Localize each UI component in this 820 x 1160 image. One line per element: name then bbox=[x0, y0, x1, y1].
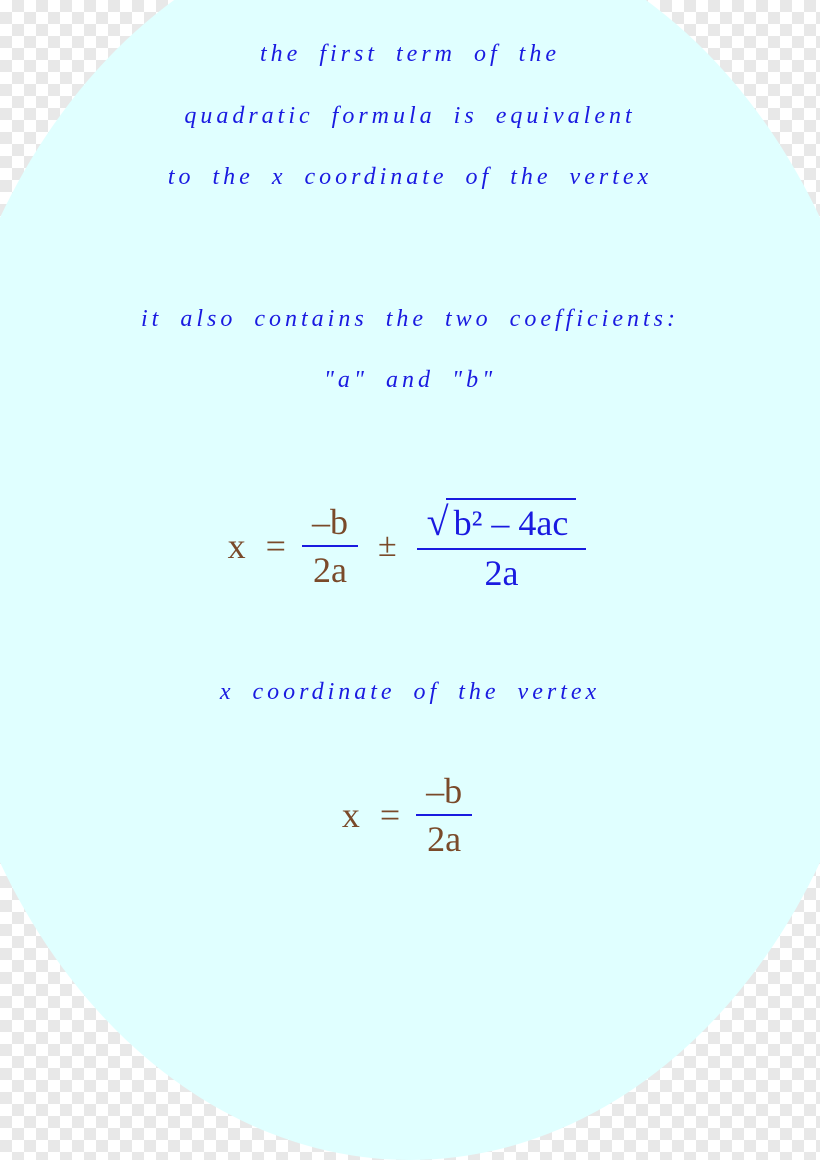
plus-minus-sign: ± bbox=[364, 527, 411, 565]
caption-line: "a" and "b" bbox=[141, 364, 679, 398]
equals-sign: = bbox=[256, 525, 296, 567]
caption-block-1: the first term of the quadratic formula … bbox=[168, 38, 652, 223]
formula-lhs: x bbox=[342, 794, 370, 836]
numerator: –b bbox=[302, 499, 358, 545]
caption-line: to the x coordinate of the vertex bbox=[168, 161, 652, 195]
radicand: b² – 4ac bbox=[446, 498, 577, 544]
denominator: 2a bbox=[475, 550, 529, 596]
fraction-term-2: √ b² – 4ac 2a bbox=[411, 496, 593, 596]
numerator: –b bbox=[416, 768, 472, 814]
quadratic-formula: x = –b 2a ± √ b² – 4ac 2a bbox=[228, 496, 593, 596]
formula-lhs: x bbox=[228, 525, 256, 567]
caption-line: quadratic formula is equivalent bbox=[168, 100, 652, 134]
fraction-term-1: –b 2a bbox=[296, 499, 364, 593]
fraction-term: –b 2a bbox=[410, 768, 478, 862]
radical-icon: √ bbox=[427, 502, 449, 542]
vertex-formula: x = –b 2a bbox=[342, 768, 478, 862]
numerator: √ b² – 4ac bbox=[417, 496, 587, 548]
caption-block-2: it also contains the two coefficients: "… bbox=[141, 303, 679, 426]
denominator: 2a bbox=[417, 816, 471, 862]
denominator: 2a bbox=[303, 547, 357, 593]
caption-line: the first term of the bbox=[168, 38, 652, 72]
square-root: √ b² – 4ac bbox=[427, 498, 577, 544]
caption-block-3: x coordinate of the vertex bbox=[220, 676, 600, 738]
content-container: the first term of the quadratic formula … bbox=[0, 0, 820, 1079]
equals-sign: = bbox=[370, 794, 410, 836]
caption-line: it also contains the two coefficients: bbox=[141, 303, 679, 337]
caption-line: x coordinate of the vertex bbox=[220, 676, 600, 710]
